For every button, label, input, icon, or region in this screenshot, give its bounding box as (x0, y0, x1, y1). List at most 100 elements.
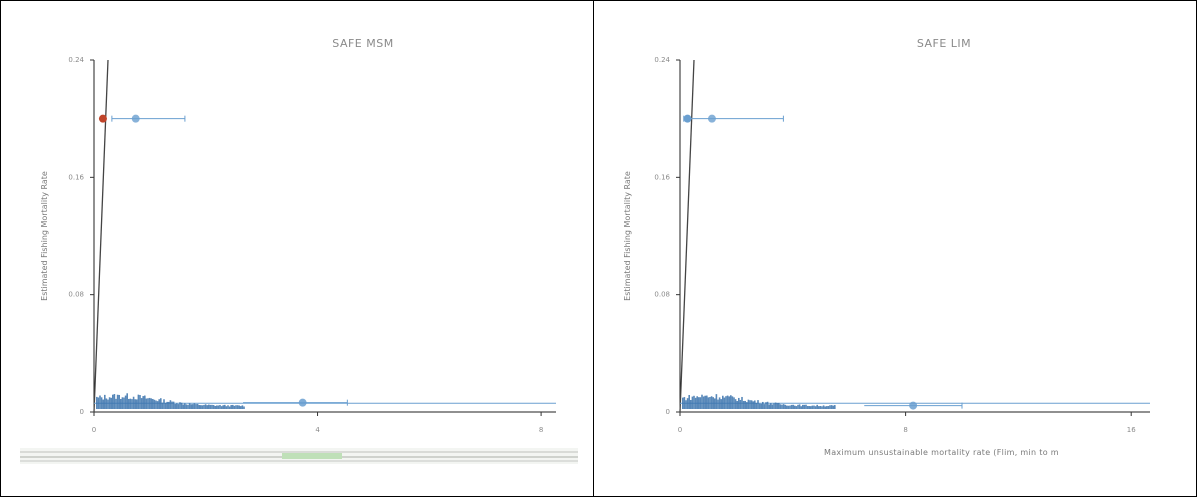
cluster-bar (778, 403, 780, 409)
cluster-bar (238, 405, 240, 409)
cluster-bar (749, 400, 751, 409)
cluster-bar (192, 404, 194, 409)
cluster-bar (792, 405, 794, 409)
cluster-bar (756, 403, 758, 409)
cluster-bar (158, 399, 160, 409)
cluster-bar (211, 405, 213, 409)
cluster-bar (142, 396, 144, 409)
cluster-bar (828, 406, 830, 409)
cluster-bar (682, 398, 684, 409)
y-tick-label: 0 (80, 408, 84, 416)
cluster-bar (147, 398, 149, 409)
cluster-bar (154, 400, 156, 409)
cluster-bar (821, 406, 823, 409)
x-tick-label: 0 (92, 426, 96, 434)
cluster-bar (772, 404, 774, 409)
cluster-bar (163, 399, 165, 409)
cluster-bar (802, 405, 804, 409)
upper-point (132, 115, 140, 123)
cluster-bar (698, 397, 700, 409)
cluster-bar (109, 397, 111, 409)
cluster-bar (112, 395, 114, 409)
cluster-bar (695, 398, 697, 409)
cluster-bar (701, 395, 703, 409)
cluster-bar (131, 399, 133, 409)
reference-line (680, 60, 694, 412)
cluster-bar (770, 403, 772, 409)
cluster-bar (831, 405, 833, 409)
cluster-bar (829, 405, 831, 409)
cluster-bar (746, 402, 748, 409)
cluster-bar (101, 397, 103, 409)
y-tick-label: 0.24 (654, 56, 670, 64)
cluster-bar (752, 401, 754, 409)
cluster-bar (744, 401, 746, 409)
cluster-bar (208, 405, 210, 409)
cluster-bar (706, 396, 708, 409)
cluster-bar (139, 395, 141, 409)
cluster-bar (727, 396, 729, 409)
cluster-bar (703, 396, 705, 409)
cluster-bar (214, 406, 216, 409)
cluster-bar (810, 406, 812, 409)
x-tick-label: 16 (1127, 426, 1136, 434)
y-tick-label: 0.24 (68, 56, 84, 64)
cluster-bar (720, 399, 722, 409)
cluster-bar (205, 404, 207, 409)
cluster-bar (783, 404, 785, 409)
cluster-bar (99, 396, 101, 409)
cluster-bar (700, 397, 702, 409)
cluster-bar (807, 406, 809, 409)
cluster-bar (160, 398, 162, 409)
cluster-bar (815, 406, 817, 409)
cluster-bar (110, 398, 112, 409)
cluster-bar (237, 405, 239, 409)
cluster-bar (740, 400, 742, 409)
cluster-bar (210, 405, 212, 409)
x-tick-label: 4 (315, 426, 320, 434)
cluster-bar (820, 406, 822, 409)
cluster-bar (816, 405, 818, 409)
cluster-bar (768, 404, 770, 409)
cluster-bar (98, 398, 100, 409)
cluster-bar (743, 401, 745, 409)
cluster-bar (704, 396, 706, 409)
cluster-bar (696, 396, 698, 409)
cluster-bar (200, 405, 202, 409)
y-axis-label: Estimated Fishing Mortality Rate (623, 171, 632, 301)
cluster-bar (150, 398, 152, 409)
highlight-point (684, 115, 692, 123)
cluster-bar (182, 404, 184, 409)
cluster-bar (812, 406, 814, 409)
cluster-bar (735, 399, 737, 409)
cluster-bar (712, 397, 714, 409)
cluster-bar (235, 405, 237, 409)
cluster-bar (784, 405, 786, 409)
cluster-bar (179, 402, 181, 409)
cluster-bar (96, 397, 98, 409)
y-tick-label: 0.16 (654, 173, 670, 181)
cluster-bar (227, 405, 229, 409)
cluster-bar (118, 395, 120, 409)
cluster-bar (102, 400, 104, 409)
cluster-bar (685, 400, 687, 409)
chart-title: SAFE LIM (917, 37, 971, 50)
cluster-bar (213, 405, 215, 409)
cluster-bar (144, 396, 146, 409)
cluster-bar (690, 400, 692, 409)
cluster-bar (107, 400, 109, 409)
cluster-bar (234, 406, 236, 409)
cluster-bar (218, 405, 220, 409)
cluster-bar (687, 398, 689, 409)
cluster-bar (773, 403, 775, 409)
cluster-bar (146, 399, 148, 409)
cluster-bar (733, 397, 735, 409)
cluster-bar (786, 406, 788, 409)
cluster-bar (794, 406, 796, 409)
cluster-bar (748, 400, 750, 409)
cluster-bar (767, 402, 769, 409)
cluster-bar (781, 405, 783, 409)
cluster-bar (688, 395, 690, 409)
lower-point (299, 399, 307, 407)
cluster-bar (198, 405, 200, 409)
